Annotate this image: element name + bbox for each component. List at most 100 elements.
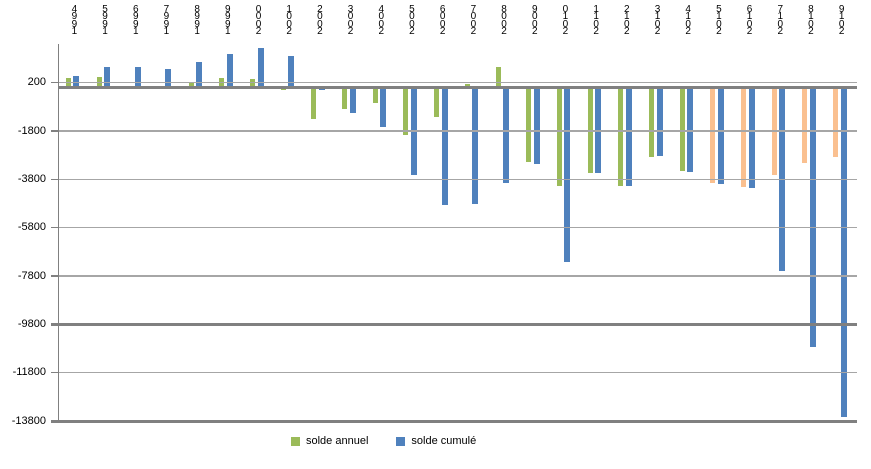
y-tickmark--3800 [51, 178, 59, 181]
gridline--11800 [59, 371, 857, 374]
y-tick-label--3800: -3800 [17, 172, 46, 185]
bar-solde-cumule-1996 [134, 66, 141, 88]
zero-axis-line [59, 86, 857, 89]
y-tickmark--7800 [51, 275, 59, 277]
y-tick-label--5800: -5800 [17, 221, 46, 234]
bar-solde-annuel-2012 [618, 87, 624, 187]
bar-solde-annuel-2003 [342, 87, 348, 109]
legend-label-solde-annuel: solde annuel [306, 435, 369, 447]
bar-solde-annuel-2015 [710, 87, 716, 184]
bar-solde-annuel-2011 [587, 87, 593, 173]
legend-item-solde-annuel: solde annuel [291, 435, 368, 447]
bar-solde-annuel-1998 [188, 81, 194, 88]
bar-solde-annuel-2002 [311, 87, 317, 119]
gridline--7800 [59, 275, 857, 277]
bar-solde-annuel-2013 [649, 87, 654, 158]
bar-solde-annuel-2019 [833, 87, 839, 158]
y-tick-label--9800: -9800 [17, 317, 46, 330]
y-tick-label-200: 200 [27, 76, 46, 89]
bar-solde-cumule-1994 [73, 75, 80, 88]
chart-legend: solde annuel solde cumulé [291, 435, 476, 447]
bar-solde-annuel-2007 [464, 84, 470, 88]
bar-solde-annuel-2004 [372, 87, 378, 104]
legend-swatch-solde-annuel [291, 436, 300, 446]
bar-solde-cumule-1995 [104, 67, 111, 88]
bar-solde-cumule-1998 [196, 61, 203, 88]
y-tickmark--9800 [51, 322, 59, 326]
bar-solde-annuel-2014 [679, 87, 685, 172]
bar-solde-cumule-2016 [748, 87, 755, 189]
bar-solde-cumule-2006 [441, 87, 448, 206]
y-tickmark--5800 [51, 226, 59, 229]
gridline--13800 [59, 419, 857, 423]
bar-solde-cumule-2014 [687, 87, 694, 173]
bar-solde-cumule-2004 [380, 87, 387, 127]
bar-solde-annuel-2018 [802, 87, 808, 164]
bar-solde-annuel-2008 [495, 66, 501, 88]
bar-solde-annuel-2009 [526, 87, 532, 163]
y-tickmark--1800 [51, 130, 59, 132]
y-tick-label--7800: -7800 [17, 269, 46, 282]
y-tickmark--11800 [51, 371, 59, 374]
bar-solde-annuel-2005 [403, 87, 409, 135]
gridline--5800 [59, 226, 857, 229]
bar-solde-cumule-2013 [656, 87, 663, 157]
gridline--3800 [59, 178, 857, 181]
bar-solde-annuel-2010 [556, 87, 562, 186]
legend-item-solde-cumule: solde cumulé [396, 435, 476, 447]
bar-solde-cumule-2018 [809, 87, 816, 348]
bar-solde-cumule-2003 [349, 87, 356, 113]
legend-label-solde-cumule: solde cumulé [411, 435, 477, 447]
bar-solde-cumule-2001 [288, 56, 295, 88]
bar-solde-cumule-2012 [625, 87, 632, 187]
bar-solde-cumule-2019 [840, 87, 847, 418]
bar-solde-cumule-2008 [503, 87, 510, 184]
gridline-200 [59, 81, 857, 84]
bar-solde-cumule-2010 [564, 87, 571, 262]
y-axis-line [58, 44, 59, 421]
bar-solde-annuel-2006 [434, 87, 440, 117]
y-tick-label--11800: -11800 [12, 366, 46, 379]
gridline--1800 [59, 130, 857, 132]
bar-solde-cumule-2011 [595, 87, 602, 173]
legend-swatch-solde-cumule [396, 436, 406, 446]
bar-solde-annuel-2016 [741, 87, 747, 188]
gridline--9800 [59, 322, 857, 326]
bar-solde-cumule-1997 [165, 69, 172, 88]
bar-solde-cumule-2009 [533, 87, 540, 164]
y-tickmark--13800 [51, 419, 59, 423]
bar-solde-cumule-2000 [257, 48, 264, 88]
y-tick-label--13800: -13800 [11, 414, 46, 427]
bar-solde-cumule-2007 [472, 87, 479, 204]
y-tick-label--1800: -1800 [17, 124, 46, 137]
bar-solde-cumule-1999 [226, 54, 233, 88]
y-tickmark-200 [51, 81, 59, 84]
